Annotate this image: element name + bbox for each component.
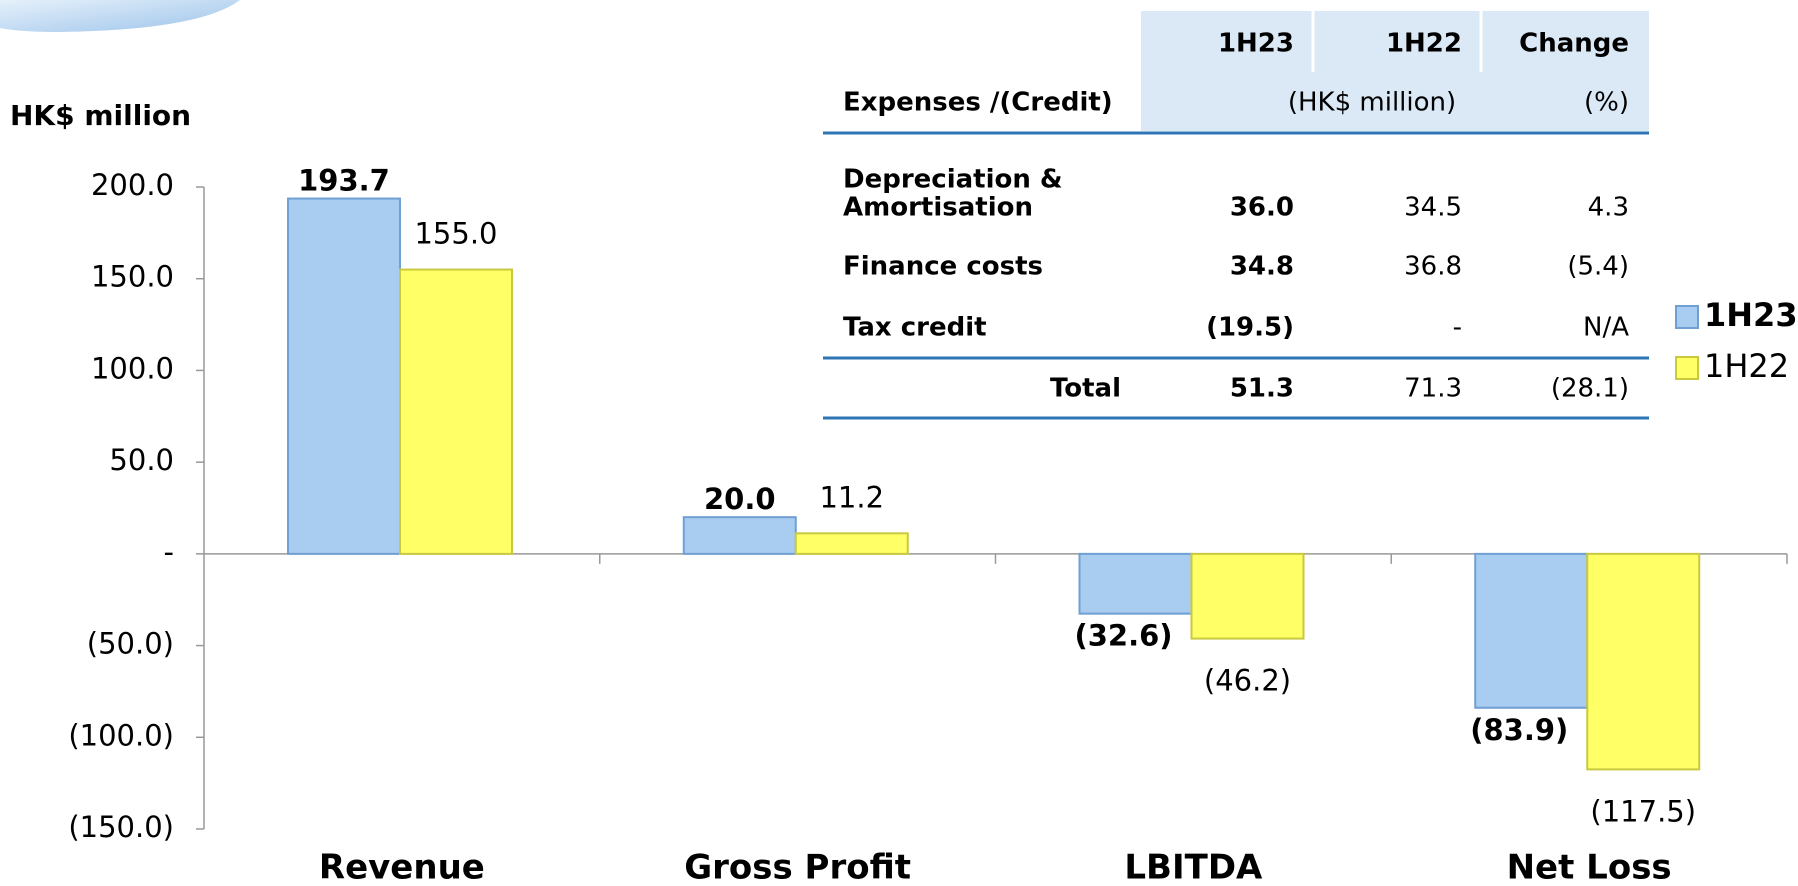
- row-label: Depreciation &: [843, 165, 1063, 195]
- table-cell: 71.3: [1404, 374, 1462, 404]
- data-label: (117.5): [1590, 794, 1696, 828]
- x-tick-label: LBITDA: [1124, 848, 1263, 886]
- table-cell: 51.3: [1230, 374, 1294, 404]
- bar: [794, 532, 909, 555]
- table-cell: N/A: [1583, 313, 1629, 343]
- bar: [682, 516, 797, 555]
- table-cell: 34.8: [1230, 252, 1294, 282]
- bar: [1474, 552, 1589, 709]
- table-header-bg: [1141, 11, 1649, 131]
- table-cell: 4.3: [1588, 193, 1629, 223]
- row-label: Amortisation: [843, 193, 1033, 223]
- bar: [287, 197, 401, 555]
- table-cell: (19.5): [1206, 313, 1294, 343]
- data-label: (32.6): [1074, 619, 1172, 653]
- bar: [1586, 552, 1701, 771]
- y-tick-label: 100.0: [91, 351, 174, 385]
- data-label: (83.9): [1470, 713, 1568, 747]
- table-units: (HK$ million): [1288, 88, 1456, 118]
- table-cell: 36.8: [1404, 252, 1462, 282]
- legend-swatch: [1675, 305, 1699, 329]
- y-tick-label: (150.0): [68, 810, 174, 844]
- table-cell: (5.4): [1567, 252, 1629, 282]
- x-tick-label: Revenue: [319, 848, 485, 886]
- table-header: 1H23: [1218, 29, 1294, 59]
- data-label: 11.2: [819, 480, 884, 514]
- legend-swatch: [1675, 356, 1699, 380]
- data-label: 20.0: [704, 482, 776, 516]
- row-label: Tax credit: [843, 313, 987, 343]
- row-label: Finance costs: [843, 252, 1043, 282]
- y-tick-label: 200.0: [91, 168, 174, 202]
- x-tick-label: Gross Profit: [684, 848, 911, 886]
- legend-label: 1H22: [1704, 347, 1789, 385]
- table-header: Change: [1519, 29, 1629, 59]
- table-units: (%): [1584, 88, 1629, 118]
- y-tick-label: 150.0: [91, 260, 174, 294]
- bar: [1190, 552, 1305, 640]
- table-cell: -: [1453, 313, 1462, 343]
- decoration: [0, 0, 240, 32]
- data-label: 155.0: [414, 217, 497, 251]
- table-cell: (28.1): [1551, 374, 1629, 404]
- y-axis-label: HK$ million: [10, 99, 191, 132]
- table-subheader: Expenses /(Credit): [843, 88, 1113, 118]
- y-tick-label: -: [164, 535, 174, 569]
- bar: [399, 268, 513, 555]
- table-cell: 36.0: [1230, 193, 1294, 223]
- table-cell: 34.5: [1404, 193, 1462, 223]
- y-tick-label: (100.0): [68, 718, 174, 752]
- x-tick-label: Net Loss: [1507, 848, 1672, 886]
- data-label: (46.2): [1204, 664, 1291, 698]
- legend-label: 1H23: [1704, 296, 1798, 334]
- data-label: 193.7: [298, 164, 390, 198]
- table-header: 1H22: [1386, 29, 1462, 59]
- total-label: Total: [1050, 374, 1121, 404]
- bar: [1078, 552, 1193, 615]
- y-tick-label: 50.0: [109, 443, 174, 477]
- y-tick-label: (50.0): [87, 627, 174, 661]
